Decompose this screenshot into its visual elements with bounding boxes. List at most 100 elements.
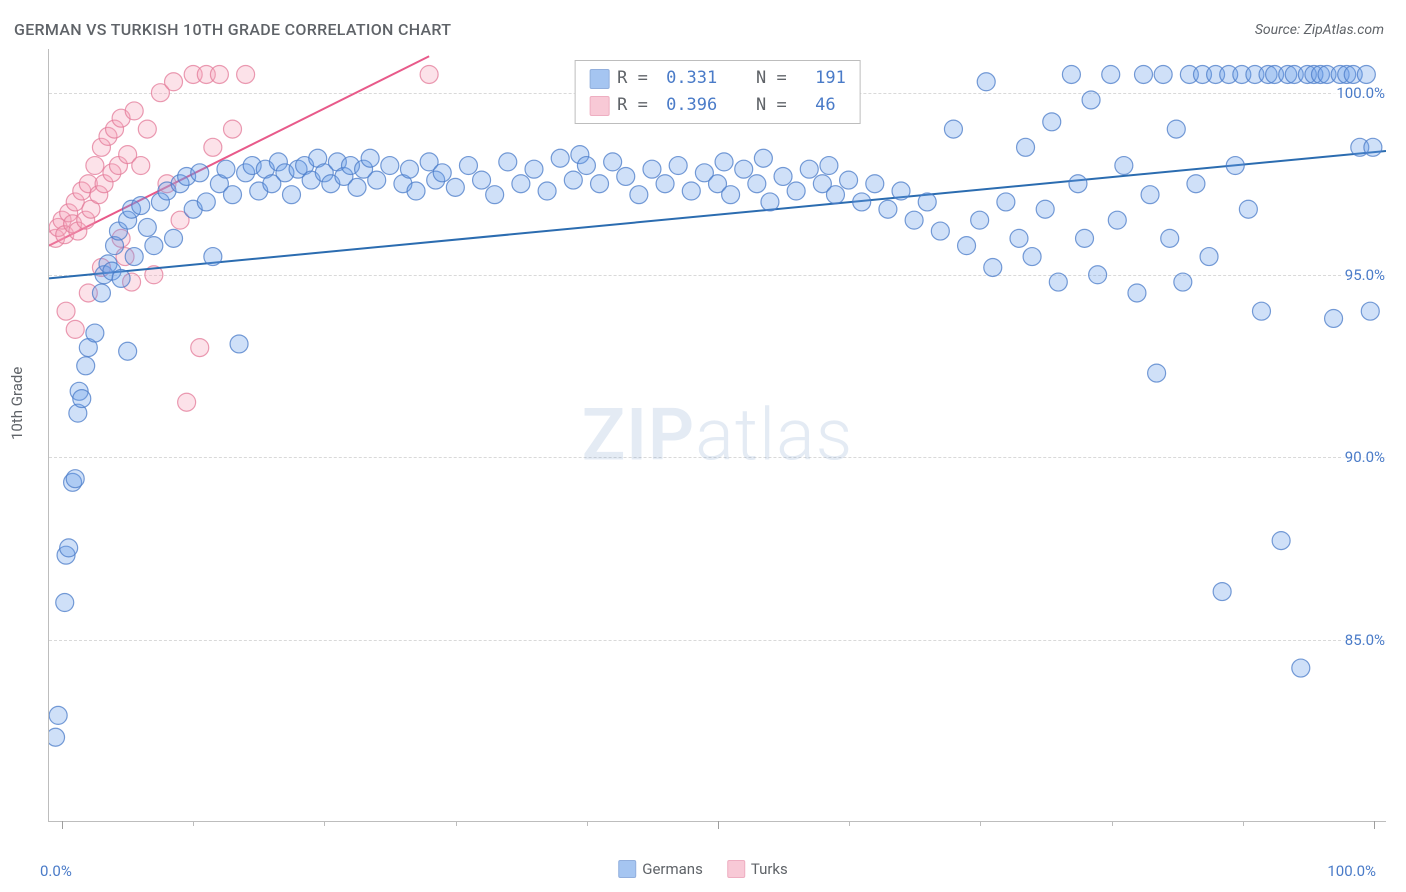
chart-title: GERMAN VS TURKISH 10TH GRADE CORRELATION… — [14, 20, 451, 39]
y-tick-label: 95.0% — [1342, 266, 1388, 284]
germans-point — [86, 324, 104, 342]
germans-point — [283, 186, 301, 204]
turks-point — [178, 393, 196, 411]
germans-point — [905, 211, 923, 229]
y-axis-label: 10th Grade — [8, 367, 26, 440]
germans-point — [591, 175, 609, 193]
germans-point — [1115, 157, 1133, 175]
x-tick-major — [62, 821, 63, 829]
germans-point — [551, 149, 569, 167]
legend-item-turks[interactable]: Turks — [727, 860, 788, 878]
legend-label: Germans — [642, 860, 703, 878]
germans-point — [1102, 66, 1120, 84]
germans-point — [1089, 266, 1107, 284]
germans-point — [73, 390, 91, 408]
germans-point — [132, 197, 150, 215]
germans-point — [564, 171, 582, 189]
turks-point — [204, 138, 222, 156]
germans-point — [1292, 659, 1310, 677]
germans-point — [217, 160, 235, 178]
germans-point — [958, 237, 976, 255]
germans-point — [368, 171, 386, 189]
x-tick-minor — [456, 821, 457, 826]
germans-point — [66, 470, 84, 488]
germans-point — [145, 237, 163, 255]
x-tick-minor — [587, 821, 588, 826]
germans-point — [1128, 284, 1146, 302]
germans-point — [1036, 200, 1054, 218]
germans-point — [538, 182, 556, 200]
germans-point — [473, 171, 491, 189]
legend-swatch-icon — [618, 860, 636, 878]
n-value: 46 — [805, 92, 836, 119]
germans-point — [446, 178, 464, 196]
germans-point — [617, 167, 635, 185]
germans-point — [112, 269, 130, 287]
germans-point — [1200, 248, 1218, 266]
germans-point — [224, 186, 242, 204]
r-label: R = — [617, 65, 658, 92]
germans-point — [56, 594, 74, 612]
legend-label: Turks — [751, 860, 788, 878]
germans-point — [866, 175, 884, 193]
x-tick-minor — [849, 821, 850, 826]
stats-box: R = 0.331 N = 191R = 0.396 N = 46 — [574, 60, 861, 124]
plot-area: ZIPatlas R = 0.331 N = 191R = 0.396 N = … — [48, 49, 1386, 822]
germans-point — [1239, 200, 1257, 218]
germans-point — [138, 218, 156, 236]
x-tick-major — [718, 821, 719, 829]
germans-point — [1213, 583, 1231, 601]
germans-point — [840, 171, 858, 189]
turks-point — [224, 120, 242, 138]
turks-point — [125, 102, 143, 120]
germans-point — [1023, 248, 1041, 266]
r-label: R = — [617, 92, 658, 119]
germans-point — [1017, 138, 1035, 156]
y-tick-label: 100.0% — [1333, 84, 1388, 102]
germans-point — [1357, 66, 1375, 84]
x-tick-minor — [1112, 821, 1113, 826]
germans-point — [49, 706, 67, 724]
germans-point — [119, 342, 137, 360]
germans-point — [971, 211, 989, 229]
y-tick-label: 85.0% — [1342, 631, 1388, 649]
germans-point — [892, 182, 910, 200]
n-value: 191 — [805, 65, 846, 92]
germans-point — [1325, 309, 1343, 327]
germans-point — [1043, 113, 1061, 131]
stats-swatch-icon — [589, 96, 609, 116]
r-value: 0.396 — [666, 92, 717, 119]
turks-point — [210, 66, 228, 84]
x-tick-minor — [324, 821, 325, 826]
germans-point — [1049, 273, 1067, 291]
germans-point — [1187, 175, 1205, 193]
germans-point — [381, 157, 399, 175]
germans-point — [669, 157, 687, 175]
n-label: N = — [725, 65, 797, 92]
germans-point — [1082, 91, 1100, 109]
germans-point — [486, 186, 504, 204]
x-axis-min-label: 0.0% — [40, 862, 72, 880]
germans-point — [997, 193, 1015, 211]
germans-point — [230, 335, 248, 353]
germans-point — [643, 160, 661, 178]
x-tick-minor — [980, 821, 981, 826]
germans-point — [826, 186, 844, 204]
germans-point — [1161, 229, 1179, 247]
x-tick-minor — [1243, 821, 1244, 826]
germans-point — [1148, 364, 1166, 382]
germans-point — [459, 157, 477, 175]
legend-item-germans[interactable]: Germans — [618, 860, 703, 878]
source-label: Source: ZipAtlas.com — [1255, 22, 1384, 38]
germans-point — [853, 193, 871, 211]
germans-point — [1069, 175, 1087, 193]
turks-point — [86, 157, 104, 175]
germans-point — [92, 284, 110, 302]
germans-point — [1364, 138, 1382, 156]
germans-point — [918, 193, 936, 211]
n-label: N = — [725, 92, 797, 119]
germans-point — [1361, 302, 1379, 320]
turks-point — [165, 73, 183, 91]
germans-point — [944, 120, 962, 138]
germans-point — [977, 73, 995, 91]
